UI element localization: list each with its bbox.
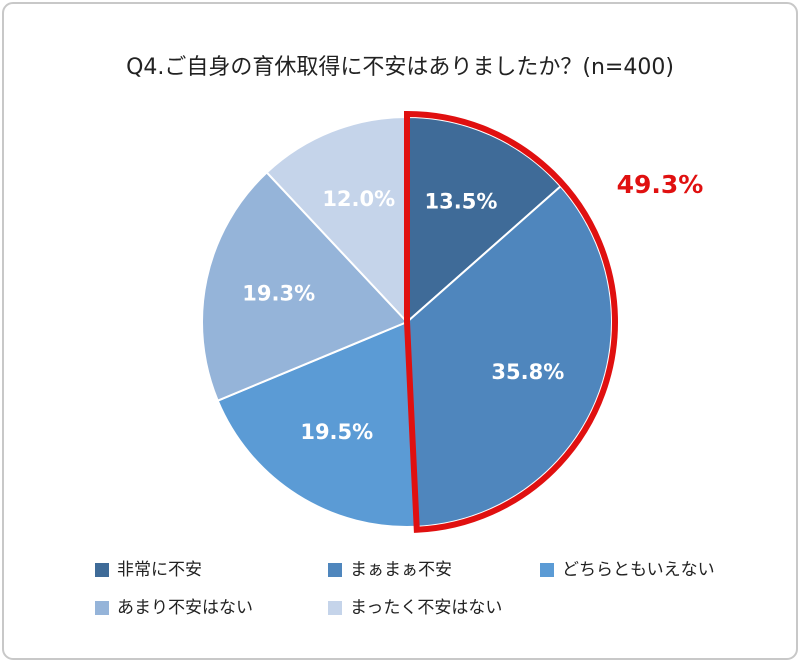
- legend-swatch: [328, 563, 342, 577]
- legend-label: あまり不安はない: [117, 598, 253, 618]
- data-label: 19.5%: [300, 420, 373, 444]
- legend-swatch: [540, 563, 554, 577]
- legend-label: まぁまぁ不安: [350, 560, 452, 580]
- data-label: 35.8%: [491, 360, 564, 384]
- legend-swatch: [95, 563, 109, 577]
- legend-label: どちらともいえない: [562, 560, 715, 580]
- chart-title: Q4.ご自身の育休取得に不安はありましたか？(n=400): [126, 55, 674, 80]
- highlight-outline: [404, 110, 618, 533]
- pie-slice: [406, 115, 563, 325]
- highlight-label: 49.3%: [617, 170, 704, 199]
- pie-slice: [265, 115, 408, 325]
- data-label: 12.0%: [322, 187, 395, 211]
- legend-swatch: [95, 601, 109, 615]
- legend-label: 非常に不安: [117, 560, 202, 580]
- pie-slice: [201, 171, 409, 402]
- pie-slice: [216, 320, 418, 528]
- pie-slice: [405, 184, 613, 528]
- data-label: 13.5%: [425, 189, 498, 213]
- data-label: 19.3%: [242, 281, 315, 305]
- legend-swatch: [328, 601, 342, 615]
- legend-label: まったく不安はない: [350, 598, 502, 618]
